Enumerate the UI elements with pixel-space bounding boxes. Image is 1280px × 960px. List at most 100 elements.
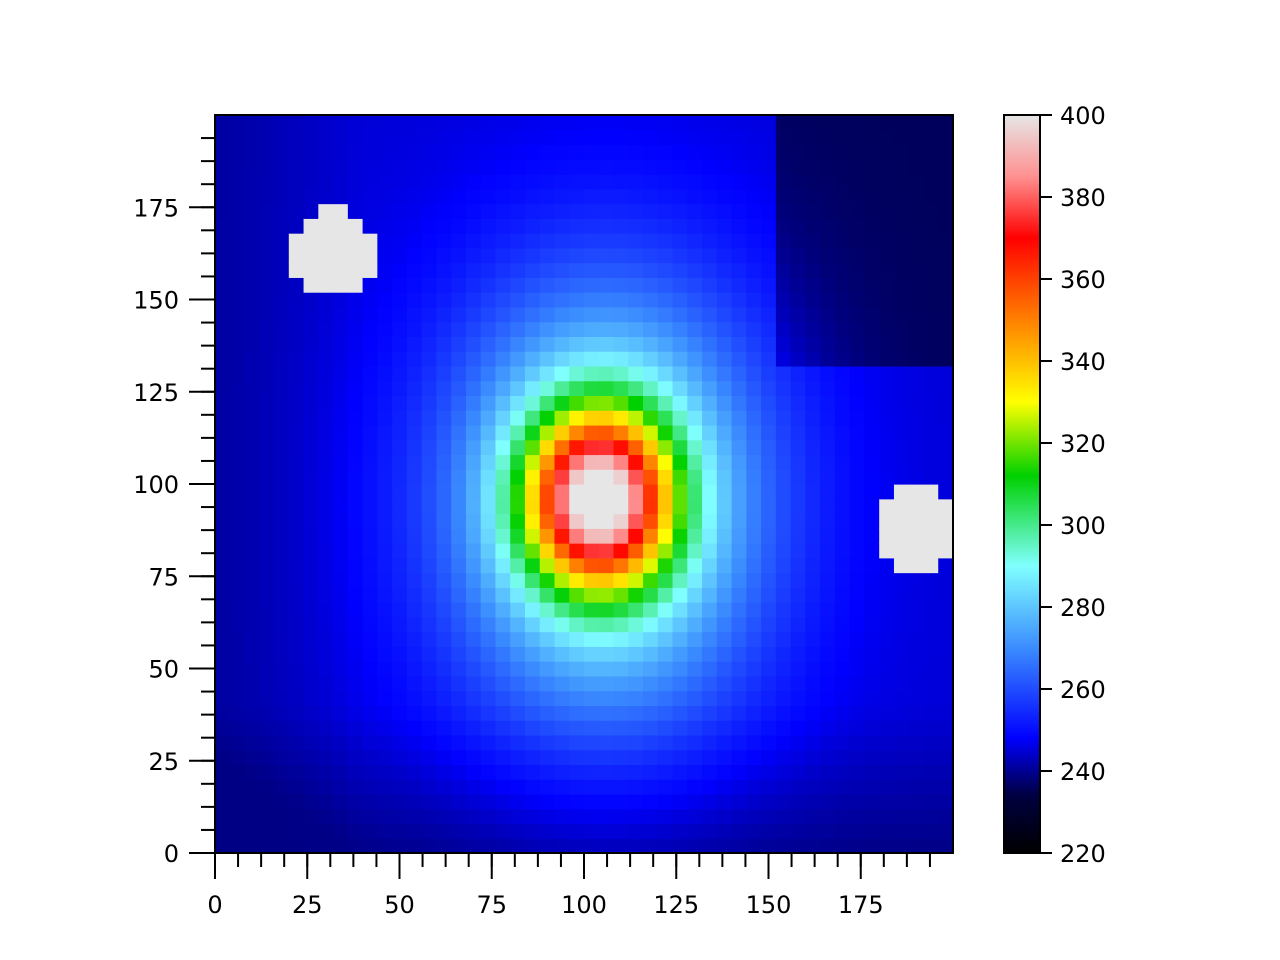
heatmap-cell — [288, 410, 305, 426]
heatmap-cell — [657, 380, 674, 397]
heatmap-cell — [229, 188, 246, 205]
heatmap-cell — [215, 690, 231, 706]
heatmap-cell — [259, 513, 275, 529]
heatmap-cell — [244, 115, 260, 131]
heatmap-cell — [820, 498, 836, 515]
heatmap-cell — [362, 528, 378, 544]
heatmap-cell — [775, 616, 792, 633]
heatmap-cell — [569, 749, 585, 766]
heatmap-cell — [672, 793, 688, 810]
heatmap-cell — [687, 838, 703, 854]
heatmap-cell — [923, 587, 939, 603]
heatmap-cell — [687, 749, 703, 766]
heatmap-cell — [613, 631, 629, 647]
heatmap-cell — [923, 646, 939, 662]
heatmap-cell — [657, 705, 674, 721]
heatmap-cell — [480, 115, 497, 131]
heatmap-cell — [849, 336, 866, 352]
heatmap-cell — [879, 513, 895, 529]
heatmap-cell — [923, 661, 939, 677]
heatmap-cell — [554, 365, 570, 382]
heatmap-cell — [215, 203, 231, 219]
heatmap-cell — [761, 616, 777, 633]
heatmap-cell — [628, 203, 644, 219]
heatmap-cell — [731, 218, 747, 234]
heatmap-cell — [702, 336, 718, 352]
heatmap-cell — [687, 675, 703, 692]
heatmap-cell — [259, 543, 275, 559]
heatmap-cell — [465, 616, 482, 633]
x-tick-label: 100 — [561, 891, 607, 919]
heatmap-cell — [480, 661, 497, 677]
heatmap-cell — [746, 690, 762, 706]
heatmap-cell — [274, 336, 290, 352]
heatmap-cell — [318, 631, 334, 647]
heatmap-cell — [820, 779, 836, 795]
heatmap-cell — [259, 277, 275, 293]
heatmap-cell — [672, 424, 688, 441]
heatmap-cell — [879, 439, 895, 456]
heatmap-cell — [598, 705, 615, 721]
heatmap-cell — [657, 764, 674, 780]
heatmap-cell — [613, 336, 629, 352]
heatmap-cell — [849, 410, 866, 426]
heatmap-cell — [731, 838, 747, 854]
heatmap-cell — [834, 720, 851, 736]
heatmap-cell — [451, 661, 467, 677]
heatmap-cell — [849, 675, 866, 692]
heatmap-cell — [510, 439, 526, 456]
heatmap-cell — [820, 351, 836, 367]
heatmap-cell — [495, 661, 511, 677]
heatmap-cell — [938, 454, 954, 470]
heatmap-cell — [731, 351, 747, 367]
heatmap-cell — [731, 705, 747, 721]
heatmap-cell — [421, 513, 437, 529]
heatmap-cell — [716, 690, 733, 706]
heatmap-cell — [702, 543, 718, 559]
heatmap-cell — [598, 631, 615, 647]
heatmap-cell — [790, 321, 806, 337]
heatmap-cell — [347, 469, 364, 485]
heatmap-cell — [244, 646, 260, 662]
heatmap-cell — [938, 734, 954, 751]
heatmap-cell — [775, 203, 792, 219]
heatmap-cell — [731, 174, 747, 190]
heatmap-cell — [761, 351, 777, 367]
heatmap-cell — [628, 572, 644, 588]
heatmap-cell — [303, 306, 319, 323]
heatmap-cell — [702, 129, 718, 146]
heatmap-cell — [259, 351, 275, 367]
heatmap-cell — [657, 808, 674, 825]
heatmap-cell — [879, 351, 895, 367]
heatmap-cell — [288, 646, 305, 662]
heatmap-cell — [893, 129, 910, 146]
heatmap-cell — [849, 174, 866, 190]
heatmap-cell — [657, 262, 674, 278]
heatmap-cell — [259, 115, 275, 131]
heatmap-cell — [923, 410, 939, 426]
heatmap-cell — [834, 793, 851, 810]
heatmap-cell — [613, 144, 629, 160]
heatmap-cell — [805, 469, 821, 485]
heatmap-cell — [628, 292, 644, 308]
heatmap-cell — [510, 705, 526, 721]
heatmap-cell — [598, 587, 615, 603]
heatmap-cell — [643, 321, 659, 337]
heatmap-cell — [775, 484, 792, 500]
heatmap-cell — [451, 808, 467, 825]
heatmap-cell — [746, 144, 762, 160]
heatmap-cell — [775, 454, 792, 470]
heatmap-cell — [908, 557, 925, 574]
heatmap-cell — [539, 528, 556, 544]
heatmap-cell — [510, 690, 526, 706]
heatmap-cell — [377, 365, 393, 382]
heatmap-cell — [716, 144, 733, 160]
heatmap-cell — [775, 690, 792, 706]
heatmap-cell — [923, 779, 939, 795]
heatmap-cell — [731, 616, 747, 633]
heatmap-cell — [672, 705, 688, 721]
heatmap-cell — [362, 424, 378, 441]
heatmap-cell — [318, 779, 334, 795]
heatmap-cell — [805, 572, 821, 588]
heatmap-cell — [229, 439, 246, 456]
